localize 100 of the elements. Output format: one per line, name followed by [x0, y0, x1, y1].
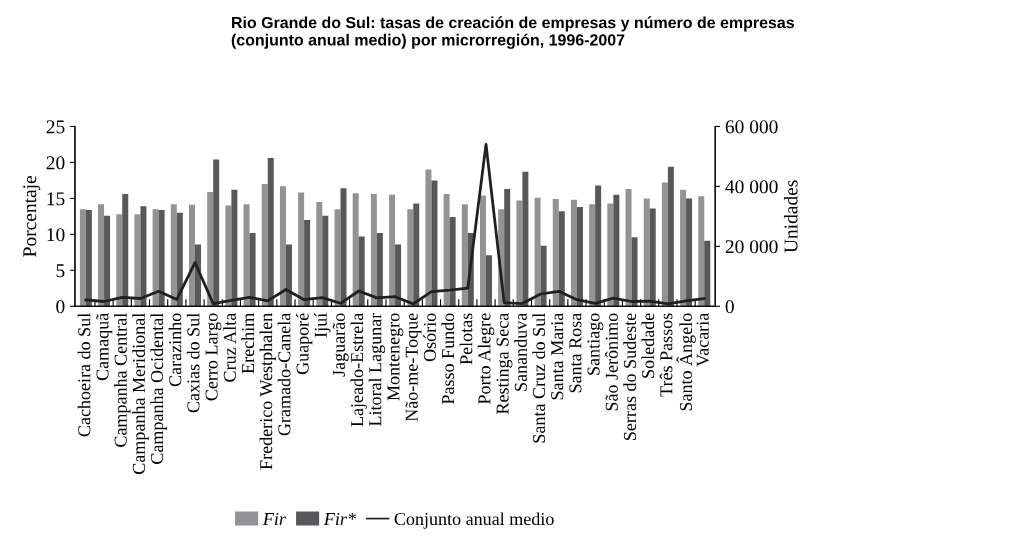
x-tick-label: Três Passos [659, 313, 673, 397]
x-tick-label: Santiago [587, 313, 604, 375]
bar [480, 195, 487, 307]
bar [631, 237, 638, 307]
bar [376, 232, 383, 307]
bar [267, 158, 274, 307]
bar [558, 211, 565, 307]
line-series [84, 143, 706, 306]
y-tick-label: 20 [46, 156, 65, 170]
x-tick-label: Camaquã [96, 313, 113, 381]
bar [407, 209, 414, 307]
bar [79, 209, 86, 307]
bar [285, 244, 292, 307]
x-tick-label: São Jerônimo [605, 313, 618, 411]
bar [613, 194, 620, 307]
bar [431, 180, 438, 307]
x-tick-label: Frederico Westphalen [259, 313, 276, 470]
x-tick-label: Jaguarão [332, 313, 349, 377]
bar [413, 203, 420, 307]
bar [152, 209, 159, 307]
bar [395, 244, 402, 307]
x-tick-label: Pelotas [459, 313, 473, 365]
x-tick-label: Campanha Central [114, 313, 131, 447]
bar [680, 189, 687, 307]
bar [486, 255, 493, 307]
x-tick-label: Cerro Largo [205, 313, 222, 401]
bar [698, 196, 705, 307]
bar [516, 200, 523, 307]
bar [279, 186, 286, 307]
bar [358, 236, 365, 307]
bar [534, 197, 541, 307]
bar [389, 194, 396, 307]
y-tick-label: 25 [46, 120, 65, 134]
y-axis-title: Porcentaje [23, 176, 41, 257]
x-tick-label: Lajeado-Estrela [350, 313, 367, 427]
bar [134, 214, 141, 307]
legend-label: Fir* [323, 512, 356, 525]
bar [595, 185, 602, 307]
y2-axis-title: Unidades [783, 180, 798, 253]
x-tick-label: Santa Maria [551, 313, 564, 400]
x-tick-label: Não-me-Toque [405, 313, 422, 422]
bar [649, 208, 656, 307]
legend-label: Fir [262, 512, 286, 525]
bar [98, 204, 105, 307]
x-tick-label: Caxias do Sul [186, 313, 200, 413]
x-tick-label: Campanha Meridional [132, 313, 149, 474]
x-tick-label: Montenegro [387, 313, 404, 401]
bar [249, 232, 256, 307]
x-tick-label: Gramado-Canela [277, 313, 291, 436]
bar [85, 209, 92, 307]
bar [570, 199, 577, 307]
bar [686, 198, 693, 307]
bar [225, 205, 232, 307]
bar [316, 201, 323, 307]
bar [607, 203, 614, 307]
bar [443, 194, 450, 307]
x-tick-label: Restinga Seca [496, 313, 513, 415]
bar [589, 204, 596, 307]
bar [576, 207, 583, 307]
x-tick-label: Ijuí [314, 312, 331, 338]
bar [122, 194, 129, 307]
x-tick-label: Serras do Sudeste [623, 313, 637, 440]
chart-title: Rio Grande do Sul: tasas de creación de empresas y número de empresas (conjunto anual medio) por microrregión, 1996-2007 [231, 16, 794, 49]
y2-tick-label: 0 [725, 300, 734, 314]
bar [667, 166, 674, 307]
x-tick-label: Porto Alegre [477, 313, 495, 405]
bar [522, 171, 529, 307]
bar [176, 212, 183, 307]
bar [207, 191, 214, 307]
bar [116, 214, 123, 307]
bar [449, 217, 456, 307]
x-tick-label: Carazinho [168, 313, 182, 387]
bar [243, 204, 250, 307]
bar [370, 194, 377, 307]
x-tick-label: Soledade [641, 313, 655, 378]
x-tick-label: Sananduva [514, 313, 527, 391]
bar [189, 204, 195, 307]
bar [704, 240, 711, 307]
x-tick-label: Cruz Alta [223, 313, 236, 382]
bar [352, 193, 359, 307]
x-tick-label: Litoral Lagunar [368, 312, 386, 427]
x-tick-label: Cachoeira do Sul [77, 313, 91, 437]
bar [425, 169, 432, 307]
bar [643, 198, 650, 307]
x-tick-label: Campanha Ocidental [150, 313, 167, 464]
bar [552, 199, 559, 307]
y-tick-label: 0 [56, 300, 65, 314]
x-tick-label: Santo Ângelo [676, 313, 696, 411]
bar [625, 189, 632, 307]
bar [213, 159, 220, 307]
bar [298, 192, 305, 307]
legend-label: Conjunto anual medio [394, 512, 554, 529]
bar [340, 188, 347, 307]
x-tick-label: Guaporé [295, 313, 313, 375]
bar [504, 189, 511, 307]
bar [231, 189, 238, 307]
x-tick-label: Osório [423, 313, 436, 362]
bar [322, 215, 329, 307]
x-tick-label: Santa Cruz do Sul [532, 313, 546, 443]
bar [334, 209, 341, 307]
